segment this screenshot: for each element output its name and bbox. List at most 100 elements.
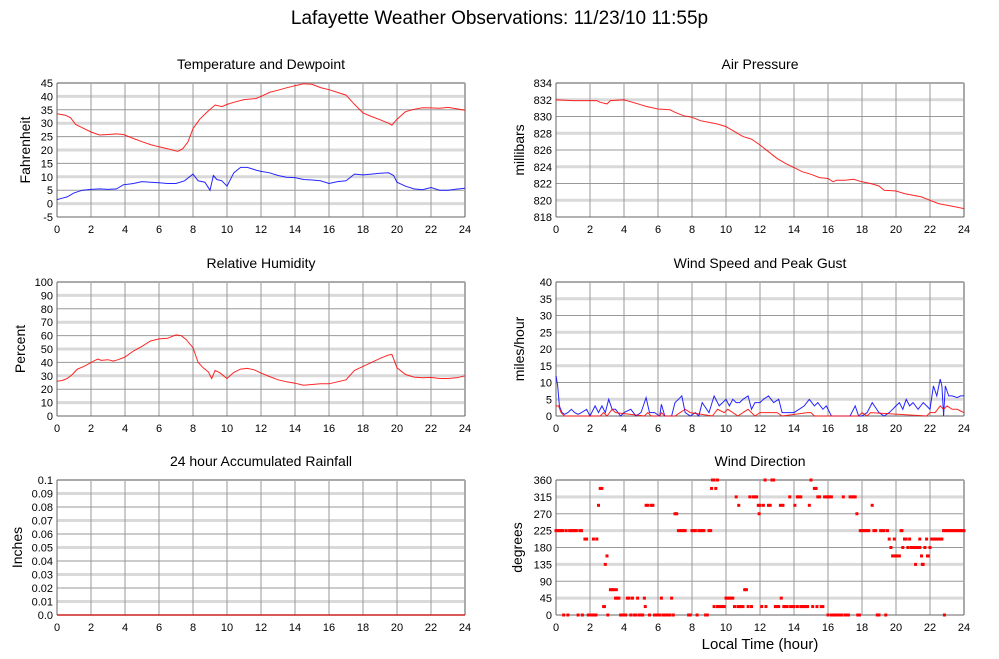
data-point [746,605,750,609]
data-point [863,529,867,533]
y-tick-label: 45 [540,593,552,605]
x-tick-label: 20 [890,224,902,236]
y-tick-label: 824 [534,162,552,174]
x-tick-label: 14 [788,423,800,435]
page-title: Lafayette Weather Observations: 11/23/10… [290,8,709,29]
data-point [804,605,808,609]
data-point [908,537,912,541]
y-axis-label: Inches [9,527,25,568]
data-point [865,529,869,533]
y-tick-label: 90 [540,576,552,588]
x-tick-label: 4 [122,622,128,634]
data-point [812,486,816,490]
x-tick-label: 0 [54,224,60,236]
y-tick-label: 0.06 [32,529,53,541]
data-point [799,605,803,609]
data-point [719,605,723,609]
data-point [914,562,918,566]
x-tick-label: 22 [924,423,936,435]
data-point [738,605,742,609]
data-point [605,554,609,558]
data-point [933,537,937,541]
data-point [880,529,884,533]
data-point [656,613,660,617]
chart-title: Temperature and Dewpoint [177,56,345,72]
data-point [716,605,719,609]
data-point [823,495,827,499]
y-tick-label: 0.07 [32,516,53,528]
x-tick-label: 18 [357,224,369,236]
y-axis-label: miles/hour [511,316,527,381]
x-tick-label: 6 [655,622,661,634]
y-tick-label: 0.05 [32,543,53,555]
data-point [833,613,837,617]
y-tick-label: 0.03 [32,570,53,582]
y-tick-label: 40 [41,357,53,369]
x-tick-label: 24 [459,224,471,236]
data-point [950,529,954,533]
data-point [801,605,804,609]
data-point [930,537,934,541]
y-tick-label: 35 [41,105,53,117]
data-point [682,529,685,533]
data-point [710,478,714,482]
data-point [726,596,730,600]
x-tick-label: 2 [587,622,593,634]
data-point [889,546,893,549]
data-point [733,605,736,609]
y-axis-label: Percent [12,325,28,373]
data-point [721,605,725,609]
x-tick-label: 22 [425,224,437,236]
y-tick-label: 20 [41,384,53,396]
data-point [857,613,861,617]
data-point [901,546,905,549]
data-point [781,503,785,507]
data-point [937,537,940,541]
y-tick-label: 100 [35,277,53,289]
y-tick-label: 20 [540,344,552,356]
x-tick-label: 0 [553,423,559,435]
data-point [887,537,891,541]
data-point [894,554,898,558]
data-point [957,529,961,533]
data-point [918,546,922,549]
x-tick-label: 16 [323,423,335,435]
x-tick-label: 18 [856,423,868,435]
data-point [788,495,792,499]
data-point [595,537,599,541]
data-point [648,613,651,617]
y-tick-label: 820 [534,195,552,207]
x-tick-label: 12 [255,622,267,634]
y-tick-label: 360 [534,475,552,487]
y-tick-label: 826 [534,145,552,157]
data-point [904,537,908,541]
data-point [897,554,901,558]
series-dewpoint [56,166,466,201]
data-point [816,495,820,499]
y-tick-label: 5 [546,394,552,406]
data-point [862,529,866,533]
data-point [693,529,697,533]
x-tick-label: 14 [289,423,301,435]
data-point [576,613,580,617]
data-point [649,503,653,507]
x-tick-label: 8 [190,423,196,435]
x-tick-label: 14 [289,224,301,236]
data-point [756,503,760,507]
data-point [712,478,716,482]
x-tick-label: 22 [425,423,437,435]
data-point [921,562,925,566]
x-tick-label: 20 [391,622,403,634]
data-point [802,605,806,609]
chart-title: Air Pressure [721,56,798,72]
data-point [687,613,691,617]
data-point [856,613,860,617]
series-wind-direction [554,478,966,617]
data-point [952,529,956,533]
x-tick-label: 2 [88,423,94,435]
data-point [959,529,963,533]
chart-title: 24 hour Accumulated Rainfall [170,453,352,469]
data-point [695,613,699,617]
y-tick-label: 818 [534,212,552,224]
